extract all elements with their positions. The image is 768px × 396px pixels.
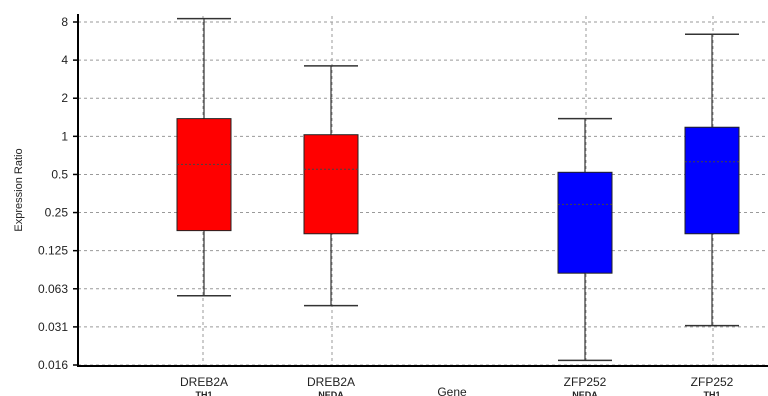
- box-body: [684, 126, 740, 235]
- y-tick-label: 0.063: [38, 282, 68, 296]
- gene-label: DREB2A: [180, 375, 228, 389]
- y-tick-label: 1: [61, 129, 68, 143]
- y-tick-label: 0.031: [38, 320, 68, 334]
- y-tick-label: 0.25: [45, 206, 69, 220]
- condition-label: NEDA: [318, 390, 344, 396]
- y-axis-title: Expression Ratio: [13, 148, 25, 231]
- y-tick-label: 8: [61, 15, 68, 29]
- y-tick-label: 0.016: [38, 358, 68, 372]
- box-body: [557, 171, 613, 274]
- y-tick-label: 0.5: [51, 167, 68, 181]
- condition-label: TH1: [703, 390, 720, 396]
- box-body: [303, 134, 359, 235]
- x-axis-title: Gene: [437, 385, 467, 396]
- box-body: [176, 118, 232, 232]
- gene-label: ZFP252: [691, 375, 734, 389]
- condition-label: TH1: [195, 390, 212, 396]
- y-tick-label: 2: [61, 91, 68, 105]
- condition-label: NEDA: [572, 390, 598, 396]
- gene-label: DREB2A: [307, 375, 355, 389]
- axis-labels: Expression Ratio Gene: [13, 148, 467, 396]
- axes: 8 4 2 1 0.5 0.25 0.125 0.063 0.031 0.016: [38, 14, 768, 372]
- y-tick-label: 4: [61, 53, 68, 67]
- gene-label: ZFP252: [564, 375, 607, 389]
- y-tick-label: 0.125: [38, 244, 68, 258]
